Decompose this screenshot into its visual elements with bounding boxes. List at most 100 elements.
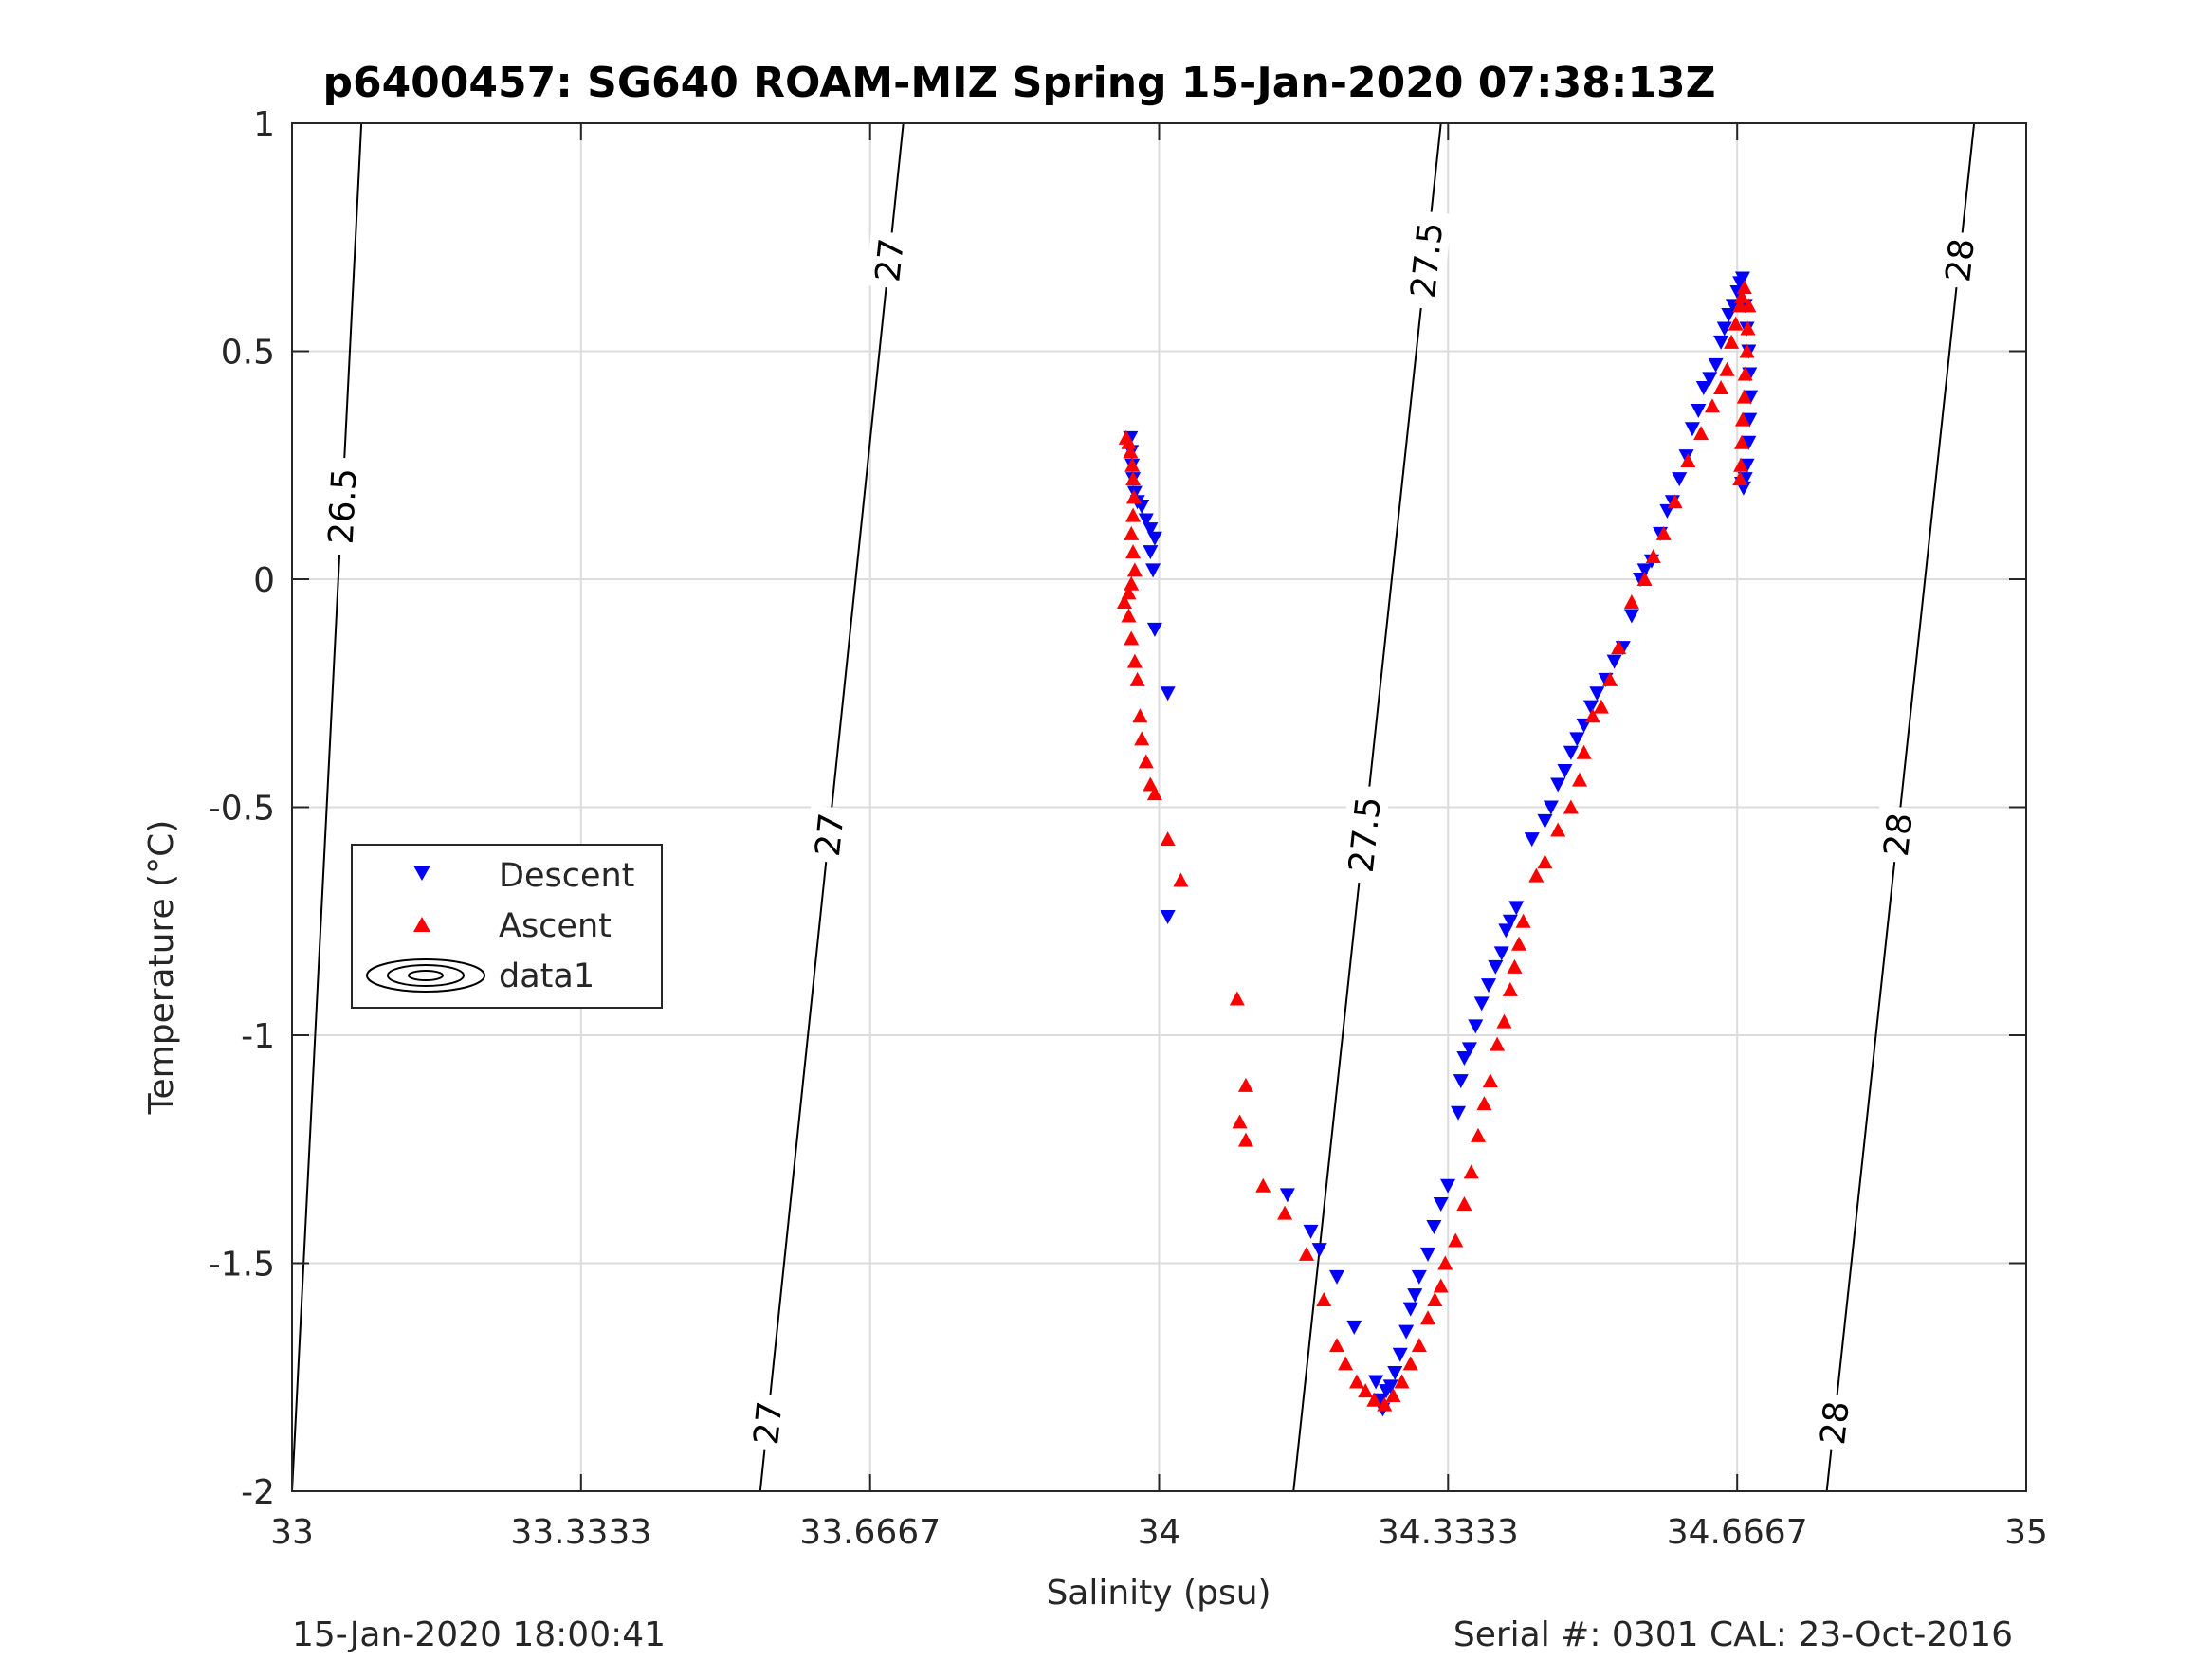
x-tick-label: 34.6667 — [1667, 1513, 1808, 1552]
isopycnal-label-bg — [1874, 805, 1922, 865]
isopycnal-label-bg — [865, 230, 913, 290]
ascent-point — [1593, 699, 1609, 714]
descent-point — [1672, 472, 1688, 487]
axis-ticks: 33 33.3333 33.6667 34 34.3333 34.6667 35 -2 -1.5… — [209, 105, 2048, 1552]
isopycnal-label-bg — [1935, 230, 1983, 290]
ascent-point — [1138, 754, 1154, 769]
ascent-point — [1502, 981, 1518, 996]
descent-point — [1623, 609, 1639, 624]
x-axis-label: Salinity (psu) — [1046, 1574, 1271, 1613]
descent-point — [1493, 946, 1509, 961]
ascent-point — [1602, 671, 1618, 686]
footer-timestamp: 15-Jan-2020 18:00:41 — [292, 1615, 666, 1654]
ascent-point — [1146, 786, 1162, 801]
ascent-point — [1125, 471, 1142, 486]
descent-point — [1311, 1243, 1327, 1258]
legend[interactable]: Descent Ascent data1 — [351, 844, 663, 1009]
descent-point — [1481, 978, 1497, 994]
x-tick-label: 33.3333 — [510, 1513, 651, 1552]
descent-point — [1328, 1269, 1344, 1285]
isopycnal-label-text: 28 — [1877, 811, 1921, 859]
descent-point — [1691, 404, 1707, 419]
descent-point — [1461, 1042, 1477, 1057]
ascent-point — [1298, 1246, 1314, 1261]
ascent-point — [1693, 426, 1709, 441]
chart-title: p6400457: SG640 ROAM-MIZ Spring 15-Jan-2… — [322, 59, 1715, 107]
ascent-point — [1680, 452, 1696, 467]
descent-point — [1569, 732, 1585, 747]
isopycnal-label-bg — [1338, 784, 1391, 885]
descent-point — [1346, 1320, 1362, 1335]
descent-point — [1368, 1375, 1384, 1390]
y-tick-label: -2 — [241, 1473, 275, 1512]
ascent-point — [1623, 594, 1639, 610]
ascent-point — [1129, 671, 1145, 686]
descent-point — [1508, 901, 1525, 916]
ascent-point — [1732, 471, 1748, 486]
ascent-point — [1737, 366, 1753, 381]
ascent-point — [1611, 640, 1627, 655]
ascent-point — [1132, 708, 1148, 723]
descent-point — [1382, 1379, 1398, 1395]
isopycnal-label: 27.5 — [1338, 784, 1391, 885]
descent-point — [1146, 531, 1162, 546]
ascent-point — [1402, 1356, 1418, 1371]
descent-point — [1557, 764, 1573, 779]
ascent-point — [1740, 320, 1756, 336]
ascent-point — [1572, 772, 1588, 787]
ascent-point — [1124, 575, 1140, 591]
ascent-point — [1160, 831, 1176, 847]
legend-descent-marker — [413, 866, 430, 881]
descent-point — [1502, 914, 1518, 929]
descent-point — [1713, 335, 1729, 350]
ascent-point — [1237, 1132, 1253, 1147]
ascent-point — [1736, 280, 1752, 295]
isopycnal-label-text: 27.5 — [1343, 794, 1389, 874]
ascent-point — [1511, 936, 1527, 951]
ascent-point — [1496, 1013, 1512, 1029]
descent-point — [1734, 271, 1750, 286]
descent-point — [1742, 412, 1758, 428]
legend-data1-label: data1 — [499, 957, 594, 995]
descent-point — [1387, 1365, 1403, 1380]
descent-point — [1695, 380, 1711, 395]
descent-point — [1468, 1019, 1484, 1034]
ascent-point — [1476, 1096, 1492, 1111]
isopycnal-label: 26.5 — [319, 456, 366, 556]
ascent-point — [1515, 913, 1531, 928]
ascent-point — [1232, 1114, 1248, 1129]
footer-serial-cal: Serial #: 0301 CAL: 23-Oct-2016 — [1453, 1615, 2013, 1654]
ascent-point — [1728, 316, 1744, 331]
x-tick-label: 33 — [270, 1513, 314, 1552]
ascent-point — [1507, 958, 1523, 974]
isopycnal-label: 28 — [1810, 1393, 1858, 1453]
ascent-point — [1636, 572, 1653, 586]
ascent-point — [1338, 1356, 1354, 1371]
ascent-point — [1124, 457, 1141, 472]
ascent-point — [1724, 334, 1740, 349]
isopycnal-label: 27 — [805, 805, 853, 865]
ascent-point — [1121, 434, 1137, 449]
isopycnal-label-bg — [319, 456, 366, 556]
descent-point — [1582, 700, 1599, 715]
descent-point — [1146, 622, 1162, 637]
ascent-point — [1121, 608, 1137, 623]
descent-point — [1684, 422, 1700, 437]
descent-point — [1143, 545, 1159, 560]
descent-point — [1138, 513, 1154, 528]
ascent-point — [1419, 1310, 1435, 1325]
ascent-point — [1125, 507, 1142, 522]
isopycnal-label-text: 27 — [868, 237, 912, 284]
isopycnal-label-bg — [1810, 1393, 1858, 1453]
descent-point — [1524, 832, 1540, 848]
ascent-point — [1713, 379, 1729, 394]
isopycnal-label: 27 — [743, 1393, 792, 1452]
descent-point — [1411, 1269, 1427, 1285]
isopycnal-label: 27 — [865, 230, 913, 290]
descent-point — [1433, 1196, 1449, 1212]
x-tick-label: 33.6667 — [799, 1513, 941, 1552]
isopycnal-line — [759, 122, 905, 1492]
ascent-point — [1471, 1127, 1487, 1142]
descent-point — [1716, 321, 1732, 337]
descent-point — [1419, 1247, 1435, 1262]
